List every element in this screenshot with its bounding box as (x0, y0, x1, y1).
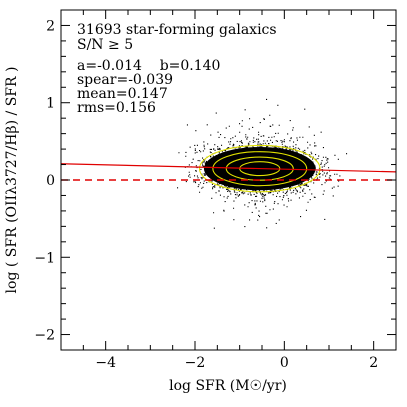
y-axis-label: log ( SFR (OIIλ3727/Hβ) / SFR ) (4, 67, 20, 294)
x-tick-label: −4 (95, 355, 116, 371)
y-tick-label: −1 (34, 250, 55, 266)
y-tick-label: −2 (34, 328, 55, 344)
annotation-rms: rms=0.156 (77, 100, 156, 116)
annotation-mean: mean=0.147 (77, 86, 168, 102)
x-axis-label: log SFR (M☉/yr) (169, 378, 287, 394)
x-tick-label: 0 (280, 355, 289, 371)
annotation-sn: S/N ≥ 5 (77, 37, 133, 53)
y-tick-label: 2 (46, 18, 55, 34)
x-tick-label: 2 (369, 355, 378, 371)
axis-ticks: −4 −2 0 2 −2 −1 0 1 2 (34, 10, 397, 371)
annotation-block: 31693 star-forming galaxics S/N ≥ 5 a=-0… (77, 22, 277, 116)
fit-line (61, 163, 396, 173)
contour-2 (212, 151, 308, 187)
annotation-fit: a=-0.014 b=0.140 (77, 58, 220, 74)
annotation-title: 31693 star-forming galaxics (77, 22, 277, 38)
contour-1 (198, 144, 321, 193)
x-tick-label: −2 (185, 355, 206, 371)
y-tick-label: 1 (46, 96, 55, 112)
reference-lines (61, 163, 396, 181)
y-tick-label: 0 (46, 173, 55, 189)
annotation-spearman: spear=-0.039 (77, 72, 173, 88)
